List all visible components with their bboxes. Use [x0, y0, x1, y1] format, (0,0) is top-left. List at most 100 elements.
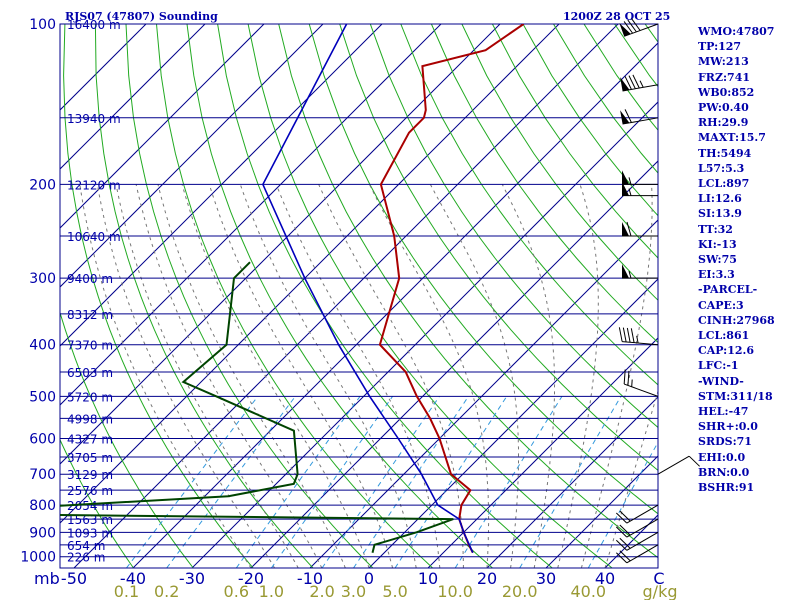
wind-barb-flag	[619, 510, 631, 522]
isotherm-line	[60, 24, 560, 524]
temperature-tick-label: -10	[297, 569, 323, 588]
height-label: 9400 m	[67, 272, 113, 286]
moist-adiabat-line	[429, 184, 519, 568]
wind-barb-flag	[632, 74, 640, 89]
mixing-ratio-label: 40.0	[570, 582, 606, 600]
wind-barb-flag	[623, 21, 634, 34]
pressure-tick-label: 800	[29, 498, 56, 514]
dry-adiabat-line	[247, 24, 613, 568]
wind-barb-flag	[619, 524, 631, 536]
index-line: BRN:0.0	[698, 465, 750, 479]
wind-barb-half-flag	[628, 188, 632, 196]
index-line: LFC:-1	[698, 359, 739, 373]
index-line: SHR+:0.0	[698, 420, 758, 434]
isotherm-line	[60, 24, 206, 170]
temperature-tick-label: -40	[120, 569, 146, 588]
isotherm-line	[60, 24, 383, 347]
wind-barb-flag	[631, 18, 641, 31]
moist-adiabat-line	[135, 184, 323, 568]
index-line: SRDS:71	[698, 435, 752, 449]
isotherm-line	[545, 455, 658, 568]
mixing-ratio-line	[454, 396, 563, 568]
moist-adiabat-line	[318, 184, 464, 568]
mixing-ratio-line	[519, 396, 622, 568]
index-line: CINH:27968	[698, 313, 775, 327]
wind-barb	[626, 518, 659, 538]
index-line: EHI:0.0	[698, 450, 746, 464]
wind-barb-flag	[624, 76, 632, 90]
wind-barb	[626, 531, 659, 551]
wind-barb-pennant	[620, 77, 630, 91]
index-line: HEL:-47	[698, 405, 749, 419]
index-line: WMO:47807	[698, 25, 775, 38]
wind-barb-flag	[630, 328, 635, 343]
wind-barb-pennant	[622, 181, 629, 196]
stability-indices-panel: WMO:47807 TP:127 MW:213 FRZ:741 WB0:852 PW:0.…	[698, 24, 798, 495]
index-line: MW:213	[698, 55, 749, 69]
pressure-tick-label: 600	[29, 432, 56, 448]
profiles	[60, 24, 525, 554]
wind-barb-flag	[616, 526, 628, 538]
index-line: EI:3.3	[698, 268, 735, 282]
index-line: LI:12.6	[698, 192, 742, 206]
height-label: 1563 m	[67, 513, 113, 527]
mixing-ratio-label: 3.0	[341, 582, 366, 600]
wind-barb-flag	[628, 75, 636, 89]
mixing-ratio-line	[353, 396, 469, 568]
wind-barb-flag	[616, 512, 628, 524]
pressure-tick-label: 900	[29, 525, 56, 541]
height-label: 2054 m	[67, 499, 113, 513]
dry-adiabat-line	[308, 24, 658, 515]
isotherm-line	[309, 219, 658, 568]
pressure-tick-label: 500	[29, 389, 56, 405]
wind-barbs	[616, 18, 700, 564]
dewpoint-profile	[60, 261, 454, 553]
temperature-tick-label: -30	[179, 569, 205, 588]
mixing-ratio-label: 20.0	[502, 582, 538, 600]
wind-barb-flag	[627, 19, 637, 33]
index-line: -PARCEL-	[698, 283, 758, 297]
temperature-profile	[378, 24, 525, 554]
wind-barb-flag	[616, 539, 628, 551]
wind-barb-flag	[622, 327, 627, 343]
index-line: SW:75	[698, 253, 737, 267]
wind-barb-half-flag	[628, 271, 632, 279]
wind-barb-flag	[627, 370, 630, 386]
dry-adiabat-line	[60, 438, 134, 568]
index-line: WB0:852	[698, 85, 755, 99]
mixing-ratio-label: 5.0	[382, 582, 407, 600]
index-line: TH:5494	[698, 146, 752, 160]
index-line: MAXT:15.7	[698, 131, 766, 145]
moist-adiabat-line	[239, 184, 417, 568]
sounding-title: RJS07 (47807) Sounding	[65, 10, 218, 23]
moist-adiabat-line	[181, 184, 370, 568]
temperature-tick-label: 0	[364, 569, 374, 588]
pressure-tick-label: 300	[29, 271, 56, 287]
height-label: 13940 m	[67, 112, 121, 126]
moist-adiabat-line	[275, 184, 441, 568]
wind-barb-pennant	[620, 110, 630, 125]
temperature-tick-label: -50	[61, 569, 87, 588]
wind-barb-pennant	[622, 170, 629, 185]
pressure-tick-label: 400	[29, 338, 56, 354]
mixing-ratio-label: 10.0	[437, 582, 473, 600]
pressure-tick-label: 700	[29, 467, 56, 483]
dry-adiabat-line	[60, 310, 194, 568]
wind-barb	[657, 455, 690, 475]
wind-barb-flag	[619, 550, 631, 562]
dry-adiabat-line	[491, 24, 658, 259]
isotherm-line	[486, 396, 658, 568]
mixing-ratio-line	[126, 396, 259, 568]
wind-barb-pennant	[622, 221, 629, 236]
mixing-ratio-label: 2.0	[309, 582, 334, 600]
index-line: -WIND-	[698, 374, 744, 388]
moist-adiabat-line	[208, 184, 394, 568]
moist-adiabat-line	[157, 184, 346, 568]
background-lines	[60, 24, 658, 568]
mixing-ratio-line	[270, 396, 394, 568]
temperature-tick-label: -20	[238, 569, 264, 588]
dry-adiabat-line	[217, 24, 553, 568]
wind-barb-flag	[626, 221, 632, 237]
